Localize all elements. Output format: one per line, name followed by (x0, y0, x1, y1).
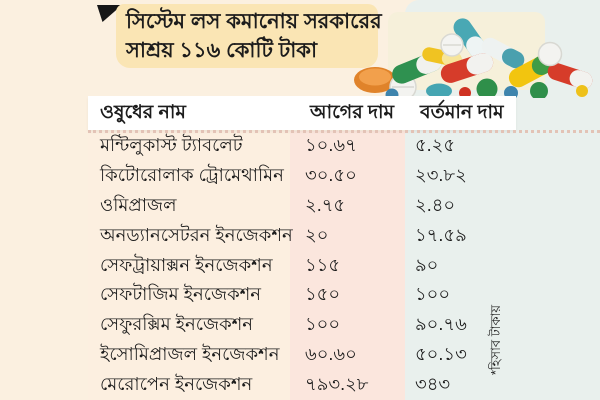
previous-price-column-background (290, 131, 405, 400)
cell-previous: ১০.৬৭ (305, 135, 357, 155)
table-row: সেফটাজিম ইনজেকশন ১৫০ ১০০ (88, 280, 600, 310)
cell-current: ১০০ (415, 284, 451, 305)
table-row: মেরোপেন ইনজেকশন ৭৯৩.২৮ ৩৪৩ (88, 370, 600, 400)
cell-name: ওমিপ্রাজল (100, 194, 177, 215)
cell-name: মন্টিলুকাস্ট ট্যাবলেট (100, 135, 243, 155)
header-previous-price: আগের দাম (310, 102, 395, 123)
cell-name: কিটোরোলাক ট্রোমেথামিন (100, 164, 284, 185)
cell-current: ৫.২৫ (415, 135, 456, 155)
table-row: ওমিপ্রাজল ২.৭৫ ২.৪০ (88, 191, 600, 221)
table-body: মন্টিলুকাস্ট ট্যাবলেট ১০.৬৭ ৫.২৫ কিটোরোল… (88, 131, 600, 400)
footnote-unit-note: *হিসাব টাকায় (488, 304, 503, 376)
cell-name: অনড্যানসেটরন ইনজেকশন (100, 224, 293, 245)
cell-current: ২.৪০ (415, 194, 456, 215)
cell-previous: ১৫০ (305, 284, 341, 305)
cell-current: ৯০.৭৬ (415, 314, 467, 335)
table-row: ইসোমিপ্রাজল ইনজেকশন ৬০.৬০ ৫০.১৩ (88, 340, 600, 370)
table-row: মন্টিলুকাস্ট ট্যাবলেট ১০.৬৭ ৫.২৫ (88, 131, 600, 161)
table-header: ওষুধের নাম আগের দাম বর্তমান দাম (88, 96, 516, 130)
pills-illustration (354, 18, 593, 98)
cell-previous: ২০ (305, 224, 329, 245)
cell-name: সেফট্রায়াক্সন ইনজেকশন (100, 254, 273, 275)
cell-current: ১৭.৫৯ (415, 224, 467, 245)
cell-previous: ২.৭৫ (305, 194, 346, 215)
header-dotted-divider (88, 130, 600, 133)
cell-previous: ৩০.৫০ (305, 164, 357, 185)
title-line-2: সাশ্রয় ১১৬ কোটি টাকা (126, 39, 318, 62)
cell-previous: ১১৫ (305, 254, 341, 275)
cell-current: ২৩.৮২ (415, 164, 467, 185)
cell-current: ৫০.১৩ (415, 344, 467, 365)
name-column-background (88, 131, 290, 400)
cell-name: সেফটাজিম ইনজেকশন (100, 284, 262, 305)
cell-current: ৯০ (415, 254, 439, 275)
title-line-1: সিস্টেম লস কমানোয় সরকারের (126, 10, 382, 33)
cell-previous: ৭৯৩.২৮ (305, 374, 369, 395)
title-bubble: সিস্টেম লস কমানোয় সরকারের সাশ্রয় ১১৬ ক… (116, 4, 382, 68)
table-row: সেফুরক্সিম ইনজেকশন ১০০ ৯০.৭৬ (88, 310, 600, 340)
cell-current: ৩৪৩ (415, 374, 451, 395)
table-row: কিটোরোলাক ট্রোমেথামিন ৩০.৫০ ২৩.৮২ (88, 161, 600, 191)
table-row: অনড্যানসেটরন ইনজেকশন ২০ ১৭.৫৯ (88, 221, 600, 251)
header-medicine-name: ওষুধের নাম (100, 102, 186, 123)
cell-previous: ১০০ (305, 314, 341, 335)
table-row: সেফট্রায়াক্সন ইনজেকশন ১১৫ ৯০ (88, 251, 600, 281)
cell-name: সেফুরক্সিম ইনজেকশন (100, 314, 254, 335)
cell-name: মেরোপেন ইনজেকশন (100, 374, 253, 395)
cell-name: ইসোমিপ্রাজল ইনজেকশন (100, 344, 280, 365)
cell-previous: ৬০.৬০ (305, 344, 357, 365)
header-current-price: বর্তমান দাম (420, 102, 504, 123)
